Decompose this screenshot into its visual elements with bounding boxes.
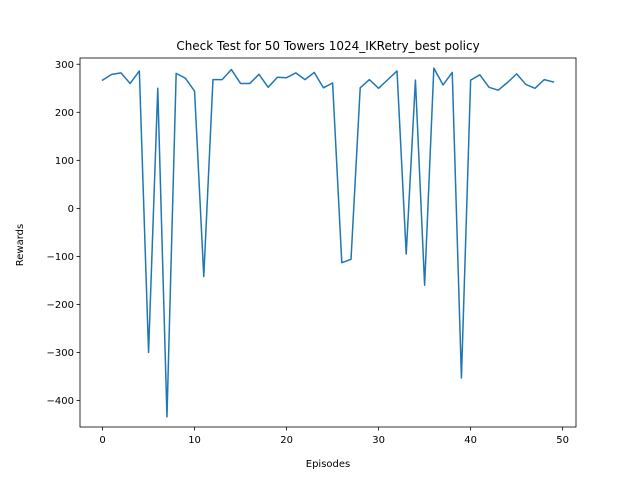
x-tick-label: 10 [188, 435, 201, 446]
x-tick-label: 50 [556, 435, 569, 446]
y-tick-label: 0 [68, 204, 74, 215]
x-axis-ticks: 0 10 20 30 40 50 [99, 427, 569, 446]
y-tick-label: −300 [47, 348, 74, 359]
y-tick-label: −200 [47, 300, 74, 311]
x-tick-label: 30 [372, 435, 385, 446]
chart-title: Check Test for 50 Towers 1024_IKRetry_be… [176, 39, 479, 53]
x-tick-label: 20 [280, 435, 293, 446]
plot-area [79, 57, 577, 428]
y-tick-label: 200 [55, 108, 74, 119]
y-axis-label: Rewards [15, 224, 26, 266]
y-axis-ticks: −400 −300 −200 −100 0 100 200 300 [47, 60, 80, 407]
series-line-0 [101, 67, 555, 418]
x-tick-label: 0 [99, 435, 105, 446]
y-tick-label: −400 [47, 396, 74, 407]
y-tick-label: 100 [55, 156, 74, 167]
axes-frame [79, 57, 577, 428]
y-tick-label: −100 [47, 252, 74, 263]
x-axis-label: Episodes [306, 459, 350, 470]
x-tick-label: 40 [464, 435, 477, 446]
y-tick-label: 300 [55, 60, 74, 71]
